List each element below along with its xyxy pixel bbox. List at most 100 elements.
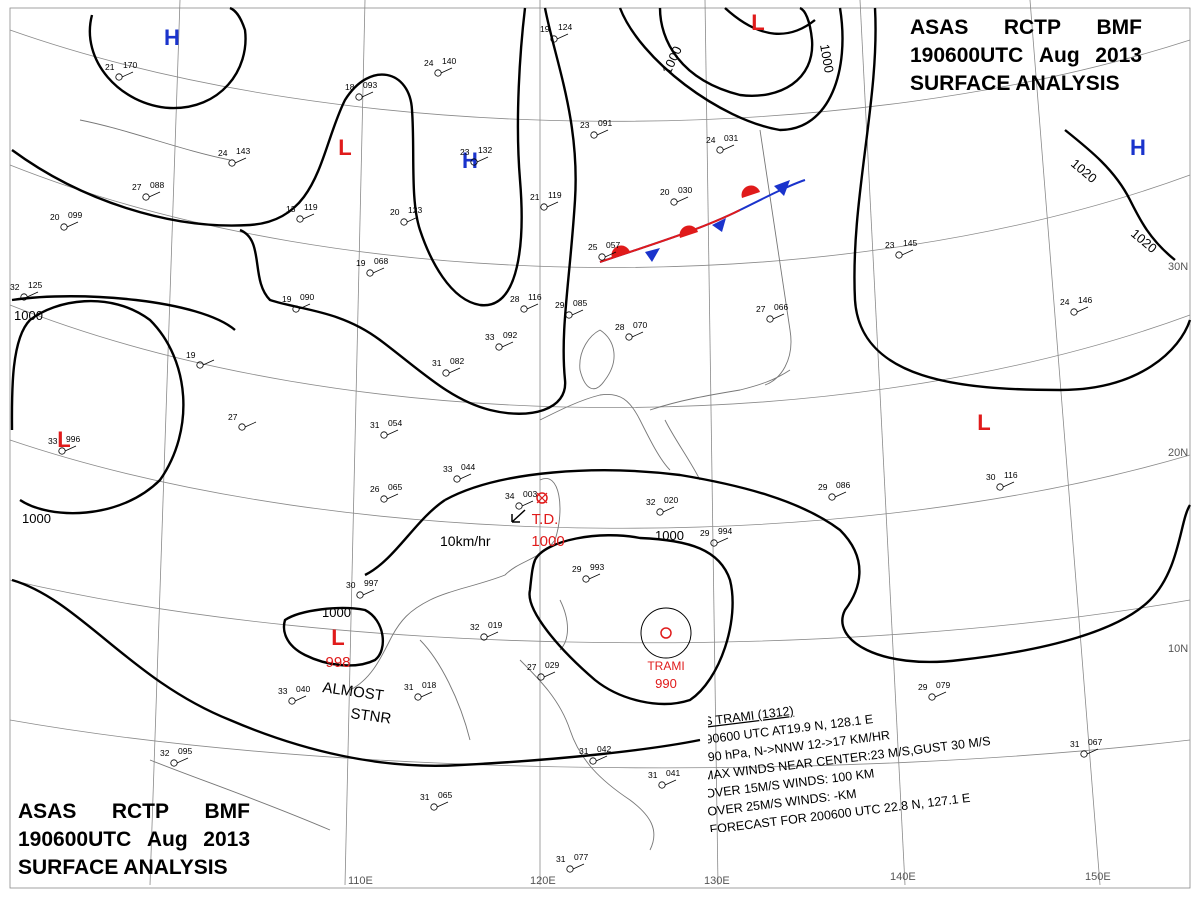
station-observation: 24 143 <box>218 146 250 167</box>
station-pressure: 123 <box>408 205 422 215</box>
station-pressure: 044 <box>461 462 475 472</box>
station-observation: 27 029 <box>527 660 559 681</box>
station-temperature: 28 <box>615 322 625 332</box>
station-temperature: 29 <box>700 528 710 538</box>
station-temperature: 31 <box>420 792 430 802</box>
station-temperature: 20 <box>660 187 670 197</box>
station-pressure: 132 <box>478 145 492 155</box>
trami-label: TRAMI <box>647 659 684 673</box>
station-observation: 33 044 <box>443 462 475 483</box>
isobar-value-label: 1000 <box>817 43 837 74</box>
coastlines <box>79 119 792 851</box>
latitude-label: 20N <box>1168 447 1188 459</box>
station-observation: 32 095 <box>160 746 192 767</box>
isobar-value-label: 1000 <box>655 528 684 543</box>
station-observation: 27 <box>228 412 257 431</box>
station-observation: 29 994 <box>700 526 732 547</box>
station-temperature: 19 <box>282 294 292 304</box>
station-observation: 23 145 <box>885 238 917 259</box>
td-label: T.D. <box>532 511 559 528</box>
high-pressure-marker: H <box>164 25 180 50</box>
station-temperature: 21 <box>105 62 115 72</box>
station-observation: 19 124 <box>540 22 572 43</box>
station-temperature: 26 <box>370 484 380 494</box>
low-pressure-marker: L <box>57 427 70 452</box>
station-temperature: 13 <box>286 204 296 214</box>
station-pressure: 088 <box>150 180 164 190</box>
station-temperature: 33 <box>278 686 288 696</box>
station-observation: 29 086 <box>818 480 850 501</box>
header-station: RCTP <box>111 800 170 823</box>
isobar-value-label: 1000 <box>14 308 43 323</box>
station-pressure: 082 <box>450 356 464 366</box>
header-year: 2013 <box>1095 44 1142 67</box>
station-observation: 25 057 <box>588 240 620 261</box>
station-temperature: 32 <box>10 282 20 292</box>
header-title: SURFACE ANALYSIS <box>18 856 228 879</box>
isobar-value-label: 1020 <box>1068 156 1100 186</box>
station-observation: 21 119 <box>530 190 562 211</box>
station-pressure: 030 <box>678 185 692 195</box>
station-observation: 31 082 <box>432 356 464 377</box>
station-pressure: 086 <box>836 480 850 490</box>
station-temperature: 25 <box>588 242 598 252</box>
station-observation: 18 093 <box>345 80 377 101</box>
station-pressure: 091 <box>598 118 612 128</box>
longitude-label: 120E <box>530 875 556 887</box>
station-pressure: 146 <box>1078 295 1092 305</box>
station-observation: 32 020 <box>646 495 678 516</box>
station-temperature: 20 <box>50 212 60 222</box>
station-temperature: 30 <box>346 580 356 590</box>
station-temperature: 24 <box>706 135 716 145</box>
station-pressure: 116 <box>528 292 542 302</box>
header-top: ASAS RCTP BMF 190600UTC Aug 2013 SURFACE ANA… <box>910 14 1142 98</box>
station-pressure: 119 <box>304 202 318 212</box>
station-observation: 32 019 <box>470 620 502 641</box>
station-observation: 29 993 <box>572 562 604 583</box>
station-observation: 31 077 <box>556 852 588 873</box>
station-temperature: 19 <box>356 258 366 268</box>
station-pressure: 093 <box>363 80 377 90</box>
station-temperature: 20 <box>390 207 400 217</box>
station-temperature: 21 <box>530 192 540 202</box>
station-pressure: 090 <box>300 292 314 302</box>
station-temperature: 31 <box>1070 739 1080 749</box>
header-agency: ASAS <box>18 800 77 823</box>
station-pressure: 003 <box>523 489 537 499</box>
station-pressure: 125 <box>28 280 42 290</box>
station-observation: 31 067 <box>1070 737 1102 758</box>
station-pressure: 040 <box>296 684 310 694</box>
station-observation: 13 119 <box>286 202 318 223</box>
td-symbol <box>511 492 548 523</box>
weather-front <box>599 179 806 263</box>
stationary-note-line2: STNR <box>349 705 392 728</box>
header-code: BMF <box>204 800 251 823</box>
station-temperature: 19 <box>186 350 196 360</box>
station-observation: 26 065 <box>370 482 402 503</box>
high-pressure-marker: H <box>462 148 478 173</box>
station-temperature: 32 <box>646 497 656 507</box>
station-observation: 19 068 <box>356 256 388 277</box>
station-temperature: 19 <box>540 24 550 34</box>
station-pressure: 994 <box>718 526 732 536</box>
header-time: 190600UTC <box>910 44 1024 67</box>
trami-circle <box>640 607 692 659</box>
station-pressure: 095 <box>178 746 192 756</box>
station-temperature: 33 <box>485 332 495 342</box>
station-temperature: 29 <box>818 482 828 492</box>
station-pressure: 031 <box>724 133 738 143</box>
station-pressure: 996 <box>66 434 80 444</box>
station-observation: 19 090 <box>282 292 314 313</box>
station-temperature: 18 <box>345 82 355 92</box>
isobar-value-label: 1000 <box>22 511 51 526</box>
station-pressure: 020 <box>664 495 678 505</box>
station-pressure: 057 <box>606 240 620 250</box>
header-code: BMF <box>1096 16 1143 39</box>
station-observation: 27 088 <box>132 180 164 201</box>
station-temperature: 34 <box>505 491 515 501</box>
station-observation: 20 099 <box>50 210 82 231</box>
station-temperature: 30 <box>986 472 996 482</box>
station-temperature: 31 <box>556 854 566 864</box>
station-observation: 23 091 <box>580 118 612 139</box>
